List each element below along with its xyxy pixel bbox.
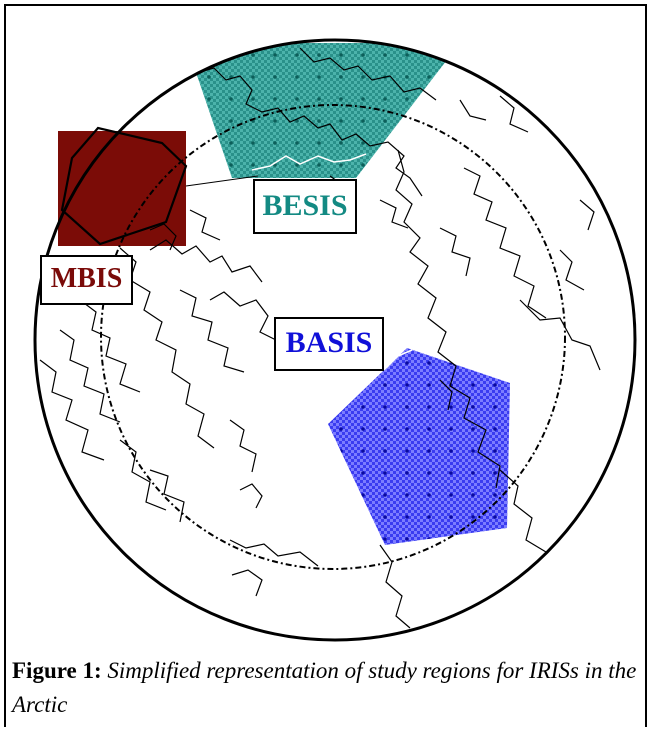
figure-frame (4, 4, 647, 727)
figure-caption: Figure 1: Simplified representation of s… (12, 654, 637, 722)
mbis-outline (60, 126, 188, 246)
ice-edge-line (251, 153, 367, 171)
mbis-label: MBIS (40, 255, 133, 305)
globe-outline (33, 38, 637, 642)
basis-region (328, 348, 510, 545)
ice-edge-line-basis (359, 349, 413, 391)
besis-region (186, 43, 460, 178)
basis-label: BASIS (274, 317, 384, 371)
mbis-connector-line (185, 175, 259, 187)
caption-text: Simplified representation of study regio… (12, 658, 637, 717)
arctic-map (33, 38, 637, 642)
besis-label: BESIS (253, 179, 357, 234)
caption-lead: Figure 1: (12, 658, 102, 683)
arctic-circle-dashed (100, 104, 566, 570)
coastlines (39, 47, 601, 629)
